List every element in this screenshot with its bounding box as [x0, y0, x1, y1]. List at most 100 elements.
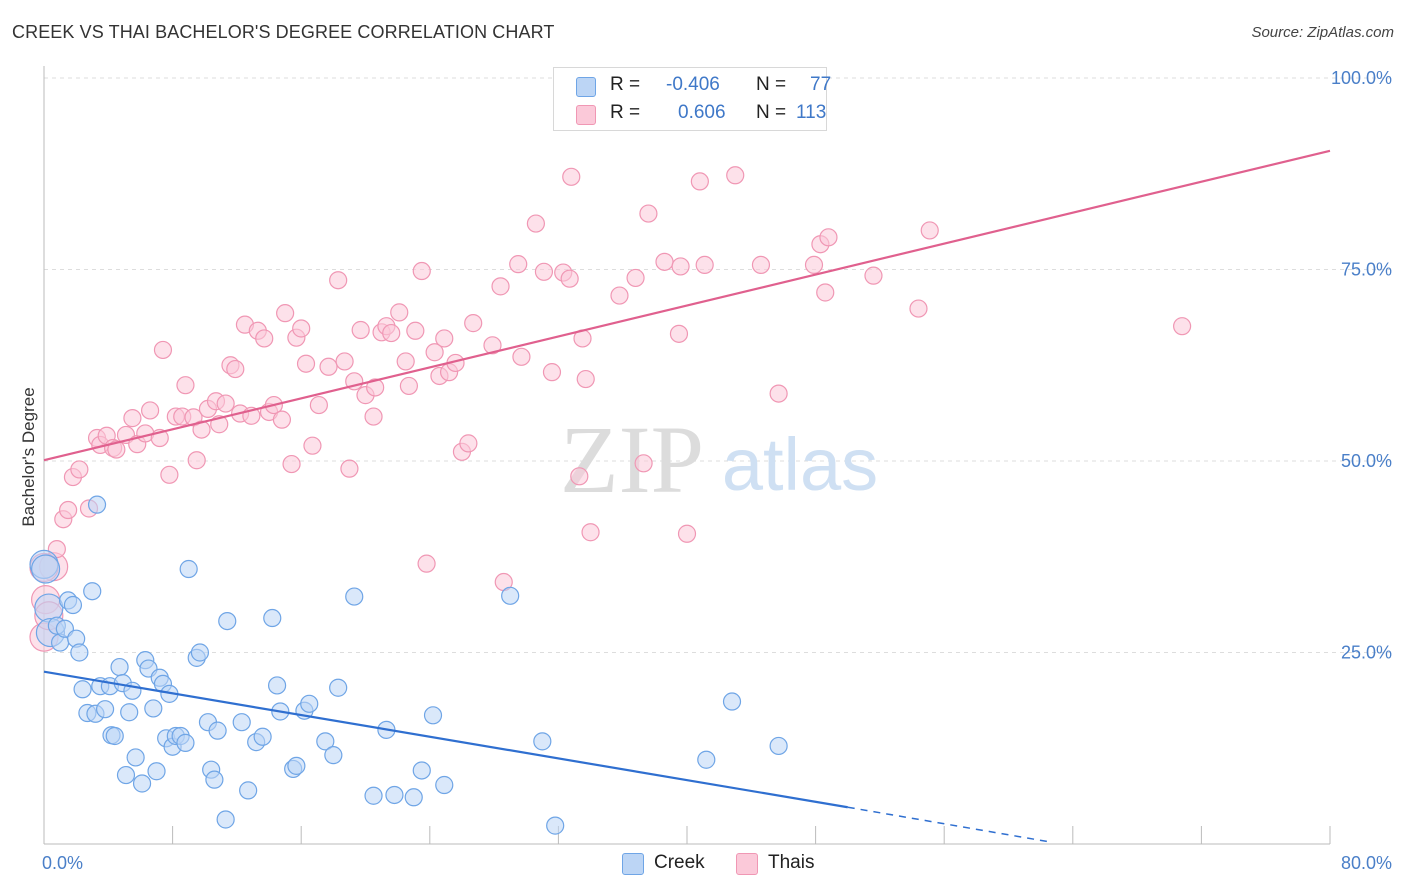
creek-point	[253, 727, 272, 746]
thais-point	[726, 166, 745, 185]
creek-legend-swatch	[622, 853, 644, 875]
creek-point	[324, 746, 343, 765]
creek-point	[232, 713, 251, 732]
thais-point	[123, 409, 142, 428]
thais-point	[570, 467, 589, 486]
thais-n-value: 113	[796, 102, 827, 123]
thais-point	[491, 277, 510, 296]
watermark: ZIP atlas	[560, 406, 878, 513]
thais-point	[509, 255, 528, 274]
creek-point	[144, 699, 163, 718]
creek-point	[63, 595, 83, 615]
watermark-zip: ZIP	[560, 406, 704, 513]
creek-point	[95, 700, 115, 719]
thais-point	[695, 255, 714, 275]
thais-r-value: 0.606	[678, 102, 726, 123]
creek-point	[83, 582, 102, 601]
creek-point	[345, 587, 364, 606]
thais-point	[864, 266, 883, 285]
y-tick-label: 100.0%	[1331, 68, 1392, 88]
thais-point	[920, 221, 939, 240]
thais-point	[483, 336, 502, 355]
thais-point	[909, 299, 928, 318]
creek-legend-label: Creek	[654, 852, 705, 873]
thais-point	[534, 262, 554, 281]
thais-point	[107, 440, 126, 459]
creek-point	[412, 761, 431, 780]
creek-point	[87, 495, 107, 514]
thais-point	[216, 394, 235, 413]
thais-point	[412, 261, 431, 281]
creek-point	[263, 608, 282, 628]
thais-point	[282, 454, 301, 474]
creek-point	[31, 554, 61, 584]
creek-point	[435, 775, 454, 795]
thais-point	[464, 314, 483, 333]
watermark-atlas: atlas	[722, 423, 878, 506]
creek-n-label: N =	[756, 74, 787, 95]
thais-point	[1173, 317, 1192, 336]
thais-point	[153, 340, 173, 360]
thais-point	[364, 407, 383, 426]
trend-lines	[43, 149, 1331, 843]
thais-point	[459, 434, 478, 453]
creek-swatch	[576, 77, 596, 97]
thais-point	[399, 376, 419, 396]
thais-point	[542, 363, 562, 382]
thais-swatch	[576, 105, 596, 125]
chart-title: CREEK VS THAI BACHELOR'S DEGREE CORRELAT…	[12, 22, 555, 42]
thais-point	[526, 214, 545, 233]
thais-point	[425, 343, 444, 362]
thais-point	[296, 354, 316, 373]
thais-point	[272, 410, 292, 429]
creek-points	[29, 495, 788, 835]
y-tick-label: 75.0%	[1341, 260, 1392, 280]
thais-point	[340, 459, 359, 478]
thais-point	[626, 268, 645, 288]
creek-n-value: 77	[810, 74, 832, 95]
thais-point	[751, 255, 771, 275]
thais-point	[417, 554, 436, 573]
thais-point	[335, 352, 354, 371]
thais-point	[671, 257, 690, 276]
creek-trend-line	[43, 670, 848, 809]
creek-point	[190, 643, 210, 662]
thais-point	[276, 304, 295, 323]
tick-labels: 25.0% 50.0% 75.0% 100.0% 0.0% 80.0%	[42, 68, 1392, 873]
thais-point	[406, 321, 425, 340]
creek-point	[147, 762, 166, 781]
thais-point	[192, 420, 211, 439]
thais-point	[255, 329, 274, 348]
thais-point	[639, 204, 658, 223]
thais-point	[303, 436, 322, 455]
thais-legend-swatch	[736, 853, 758, 875]
thais-legend-label: Thais	[768, 852, 815, 873]
thais-n-label: N =	[756, 102, 787, 123]
creek-point	[546, 816, 565, 835]
thais-point	[804, 255, 824, 275]
creek-point	[533, 732, 552, 751]
thais-point	[59, 500, 78, 520]
thais-point	[435, 329, 454, 348]
source-label: Source: ZipAtlas.com	[1251, 24, 1394, 41]
axes	[43, 66, 1331, 845]
thais-point	[396, 352, 415, 371]
thais-point	[512, 347, 531, 366]
thais-point	[690, 172, 709, 191]
thais-point	[581, 523, 600, 542]
creek-point	[769, 736, 788, 756]
creek-point	[239, 781, 258, 800]
creek-point	[218, 611, 237, 631]
creek-point	[116, 765, 136, 785]
creek-point	[697, 750, 716, 769]
thais-point	[390, 303, 409, 322]
creek-r-label: R =	[610, 74, 641, 95]
y-axis-label: Bachelor's Degree	[19, 387, 38, 526]
thais-point	[160, 465, 179, 484]
creek-point	[423, 706, 443, 725]
creek-trend-extension	[847, 806, 1049, 843]
creek-point	[364, 786, 383, 805]
creek-point	[70, 643, 89, 662]
thais-point	[319, 357, 338, 376]
